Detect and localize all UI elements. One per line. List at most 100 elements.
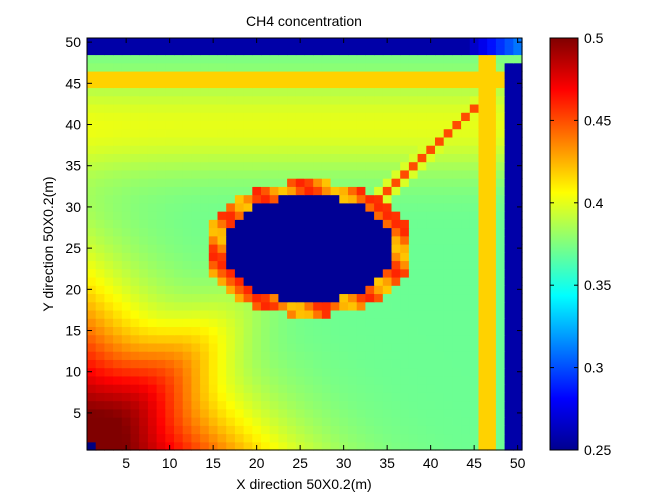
heatmap-cell	[287, 128, 297, 138]
heatmap-cell	[382, 268, 393, 278]
heatmap-cell	[461, 309, 471, 319]
heatmap-cell	[113, 227, 123, 237]
heatmap-cell	[339, 211, 349, 220]
heatmap-cell	[269, 87, 279, 97]
heatmap-cell	[365, 227, 375, 237]
heatmap-cell	[295, 276, 306, 286]
heatmap-cell	[165, 79, 175, 89]
heatmap-cell	[95, 95, 105, 105]
heatmap-cell	[200, 351, 210, 360]
heatmap-cell	[261, 186, 271, 196]
heatmap-cell	[400, 392, 410, 402]
heatmap-cell	[104, 194, 114, 204]
heatmap-cell	[348, 408, 358, 418]
heatmap-cell	[147, 194, 158, 204]
heatmap-cell	[513, 309, 523, 319]
heatmap-cell	[374, 367, 384, 377]
heatmap-cell	[104, 342, 114, 352]
heatmap-cell	[147, 342, 158, 352]
heatmap-cell	[165, 211, 175, 220]
heatmap-cell	[495, 79, 506, 89]
heatmap-cell	[234, 178, 245, 187]
heatmap-cell	[156, 425, 166, 435]
heatmap-cell	[408, 103, 419, 113]
heatmap-cell	[243, 194, 253, 204]
heatmap-cell	[295, 293, 306, 303]
heatmap-cell	[321, 211, 332, 220]
heatmap-cell	[243, 375, 253, 385]
heatmap-cell	[95, 87, 105, 97]
heatmap-cell	[304, 54, 314, 64]
heatmap-cell	[295, 136, 306, 146]
heatmap-cell	[269, 194, 279, 204]
heatmap-cell	[87, 400, 97, 410]
colorbar-tick-label: 0.35	[584, 277, 611, 293]
heatmap-cell	[269, 54, 279, 64]
heatmap-cell	[278, 425, 288, 435]
heatmap-cell	[504, 384, 514, 393]
heatmap-cell	[504, 433, 514, 443]
heatmap-cell	[513, 425, 523, 435]
heatmap-cell	[226, 112, 236, 121]
heatmap-cell	[469, 128, 480, 138]
heatmap-cell	[174, 87, 184, 97]
heatmap-cell	[147, 202, 158, 212]
heatmap-cell	[313, 441, 323, 451]
heatmap-cell	[313, 276, 323, 286]
heatmap-cell	[417, 326, 427, 336]
heatmap-cell	[174, 260, 184, 270]
heatmap-cell	[339, 342, 349, 352]
heatmap-cell	[287, 408, 297, 418]
heatmap-cell	[365, 202, 375, 212]
heatmap-cell	[278, 178, 288, 187]
heatmap-cell	[469, 326, 480, 336]
heatmap-cell	[243, 392, 253, 402]
heatmap-cell	[374, 293, 384, 303]
heatmap-cell	[217, 244, 227, 253]
heatmap-cell	[426, 178, 436, 187]
heatmap-cell	[278, 120, 288, 130]
heatmap-cell	[295, 326, 306, 336]
heatmap-cell	[139, 62, 149, 72]
heatmap-cell	[382, 408, 393, 418]
heatmap-cell	[121, 342, 132, 352]
heatmap-cell	[113, 128, 123, 138]
heatmap-cell	[165, 70, 175, 80]
heatmap-cell	[443, 161, 453, 171]
heatmap-cell	[295, 194, 306, 204]
heatmap-cell	[182, 219, 192, 229]
heatmap-cell	[252, 309, 262, 319]
heatmap-cell	[304, 194, 314, 204]
heatmap-cell	[121, 301, 132, 311]
heatmap-cell	[313, 334, 323, 344]
heatmap-cell	[217, 252, 227, 262]
heatmap-cell	[478, 392, 488, 402]
heatmap-cell	[391, 392, 401, 402]
heatmap-cell	[339, 359, 349, 369]
heatmap-cell	[400, 46, 410, 56]
heatmap-cell	[95, 285, 105, 295]
heatmap-cell	[495, 128, 506, 138]
heatmap-cell	[278, 62, 288, 72]
heatmap-cell	[208, 342, 219, 352]
heatmap-cell	[426, 276, 436, 286]
heatmap-cell	[165, 87, 175, 97]
heatmap-cell	[408, 392, 419, 402]
heatmap-cell	[104, 285, 114, 295]
heatmap-cell	[200, 293, 210, 303]
heatmap-cell	[278, 38, 288, 47]
heatmap-cell	[374, 252, 384, 262]
heatmap-cell	[208, 87, 219, 97]
heatmap-cell	[287, 252, 297, 262]
heatmap-cell	[478, 62, 488, 72]
heatmap-cell	[348, 46, 358, 56]
heatmap-cell	[278, 400, 288, 410]
heatmap-cell	[191, 351, 201, 360]
heatmap-cell	[469, 120, 480, 130]
heatmap-cell	[321, 334, 332, 344]
heatmap-cell	[95, 351, 105, 360]
heatmap-cell	[287, 417, 297, 426]
heatmap-cell	[435, 342, 445, 352]
heatmap-cell	[269, 285, 279, 295]
heatmap-cell	[139, 268, 149, 278]
